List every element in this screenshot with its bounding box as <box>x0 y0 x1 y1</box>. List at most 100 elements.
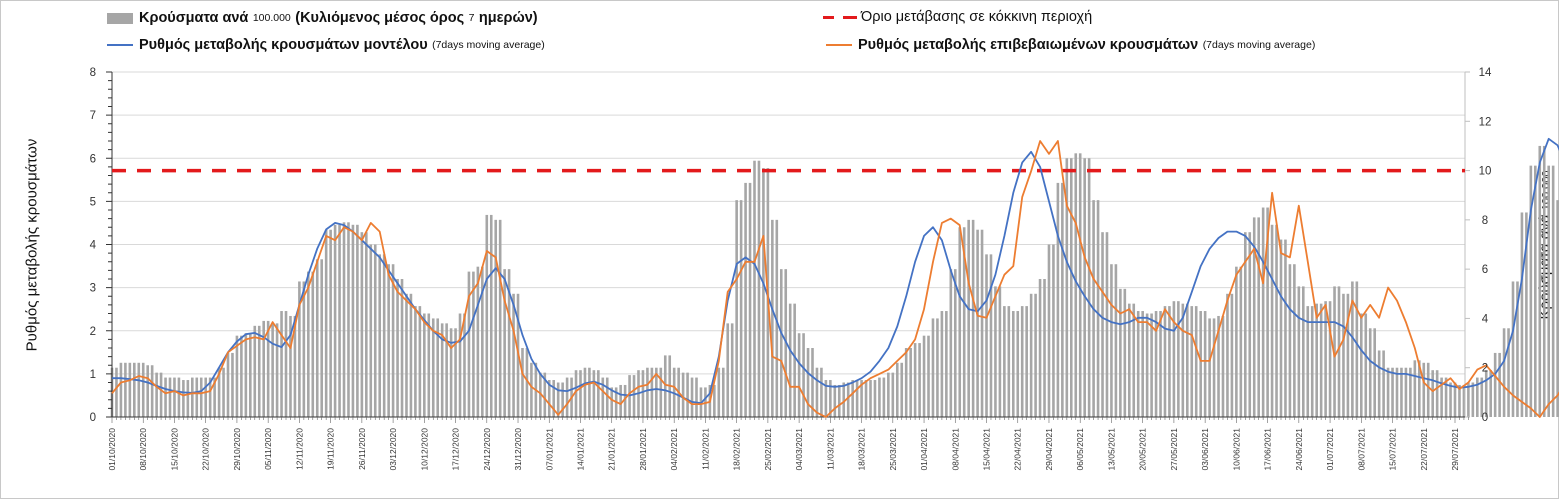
bar <box>315 259 319 417</box>
bar <box>431 318 435 417</box>
bar <box>815 367 819 417</box>
bar <box>204 377 207 417</box>
bar <box>1069 158 1073 417</box>
bar <box>133 362 136 417</box>
bar <box>833 384 837 417</box>
bar <box>168 377 172 417</box>
bar <box>588 367 591 417</box>
x-tick-label: 10/06/2021 <box>1231 428 1241 471</box>
bar <box>632 375 636 417</box>
bar <box>351 224 355 417</box>
x-tick-label: 11/03/2021 <box>825 428 835 470</box>
bar <box>222 367 225 417</box>
bar <box>1409 367 1412 417</box>
bar <box>820 367 823 417</box>
bar <box>1435 370 1439 417</box>
x-tick-label: 01/10/2020 <box>107 428 117 471</box>
bar <box>686 372 689 417</box>
legend-bars-label-paren-small: 7 <box>468 12 475 24</box>
legend-model: Ρυθμός μεταβολής κρουσμάτων μοντέλου (7d… <box>107 36 545 54</box>
bar <box>1444 377 1448 417</box>
x-tick-label: 08/07/2021 <box>1356 428 1366 471</box>
bar <box>583 367 587 417</box>
bar <box>481 266 484 417</box>
bar <box>1007 306 1011 417</box>
x-tick-label: 05/11/2020 <box>263 428 273 470</box>
bar <box>1364 313 1368 417</box>
x-tick-label: 07/01/2021 <box>544 428 554 471</box>
bar <box>1426 362 1430 417</box>
bar <box>1301 286 1305 417</box>
bar <box>547 380 551 417</box>
bar <box>695 377 698 417</box>
axes-group <box>106 71 1470 423</box>
bar <box>141 362 145 417</box>
bar <box>150 365 154 417</box>
y-tick-labels: 0 1 2 3 4 5 6 7 8 <box>90 67 97 424</box>
bar <box>427 313 431 417</box>
bar <box>1346 293 1350 417</box>
bar <box>811 348 814 417</box>
bar <box>382 254 386 417</box>
bar <box>663 355 667 417</box>
bar <box>1480 377 1484 417</box>
x-tick-label: 17/12/2020 <box>451 428 461 471</box>
bar <box>922 335 926 417</box>
bar <box>463 313 466 417</box>
bar <box>284 311 288 417</box>
bar <box>378 254 382 417</box>
bar <box>454 328 457 417</box>
bar <box>1467 382 1470 417</box>
bar <box>1507 328 1510 417</box>
bar <box>280 311 283 417</box>
bar <box>1355 281 1359 417</box>
legend-model-swatch <box>107 44 133 46</box>
bar <box>762 168 765 417</box>
bar <box>342 222 346 417</box>
bar <box>467 271 471 417</box>
y-tick-label: 2 <box>90 326 96 338</box>
bar <box>391 264 395 417</box>
x-tick-label: 29/07/2021 <box>1450 428 1460 471</box>
bar <box>1248 232 1252 417</box>
bar <box>1052 244 1055 417</box>
x-tick-label: 12/11/2020 <box>294 428 304 470</box>
bar <box>1547 165 1550 417</box>
bar <box>748 182 752 417</box>
bar <box>1145 313 1149 417</box>
bar <box>436 318 440 417</box>
bar <box>1395 367 1399 417</box>
x-tick-label: 18/02/2021 <box>732 428 742 471</box>
bar <box>842 382 846 417</box>
bar <box>1123 288 1127 417</box>
bar <box>597 370 600 417</box>
bar <box>1520 212 1524 417</box>
y-tick-label: 1 <box>90 369 96 381</box>
bar <box>1257 217 1260 417</box>
bar <box>387 264 390 417</box>
bar <box>311 271 315 417</box>
legend-model-label: Ρυθμός μεταβολής κρουσμάτων μοντέλου <box>139 37 428 53</box>
bar <box>1413 360 1417 417</box>
bar <box>829 380 832 417</box>
y2-tick-label: 8 <box>1482 215 1488 227</box>
bar <box>191 377 194 417</box>
bar <box>891 372 895 417</box>
bar <box>887 372 890 417</box>
legend-dash-swatch <box>823 15 857 19</box>
bar <box>1252 217 1256 417</box>
bar <box>240 335 243 417</box>
bar <box>1315 303 1318 417</box>
x-tick-label: 01/04/2021 <box>919 428 929 471</box>
bar <box>1038 279 1042 417</box>
bar <box>1154 311 1158 417</box>
bar <box>681 372 685 417</box>
bar <box>873 380 877 417</box>
bar <box>418 306 422 417</box>
bar <box>592 370 596 417</box>
bar <box>1556 200 1559 417</box>
bar <box>1168 306 1171 417</box>
bar <box>1172 301 1176 417</box>
bar <box>717 367 721 417</box>
